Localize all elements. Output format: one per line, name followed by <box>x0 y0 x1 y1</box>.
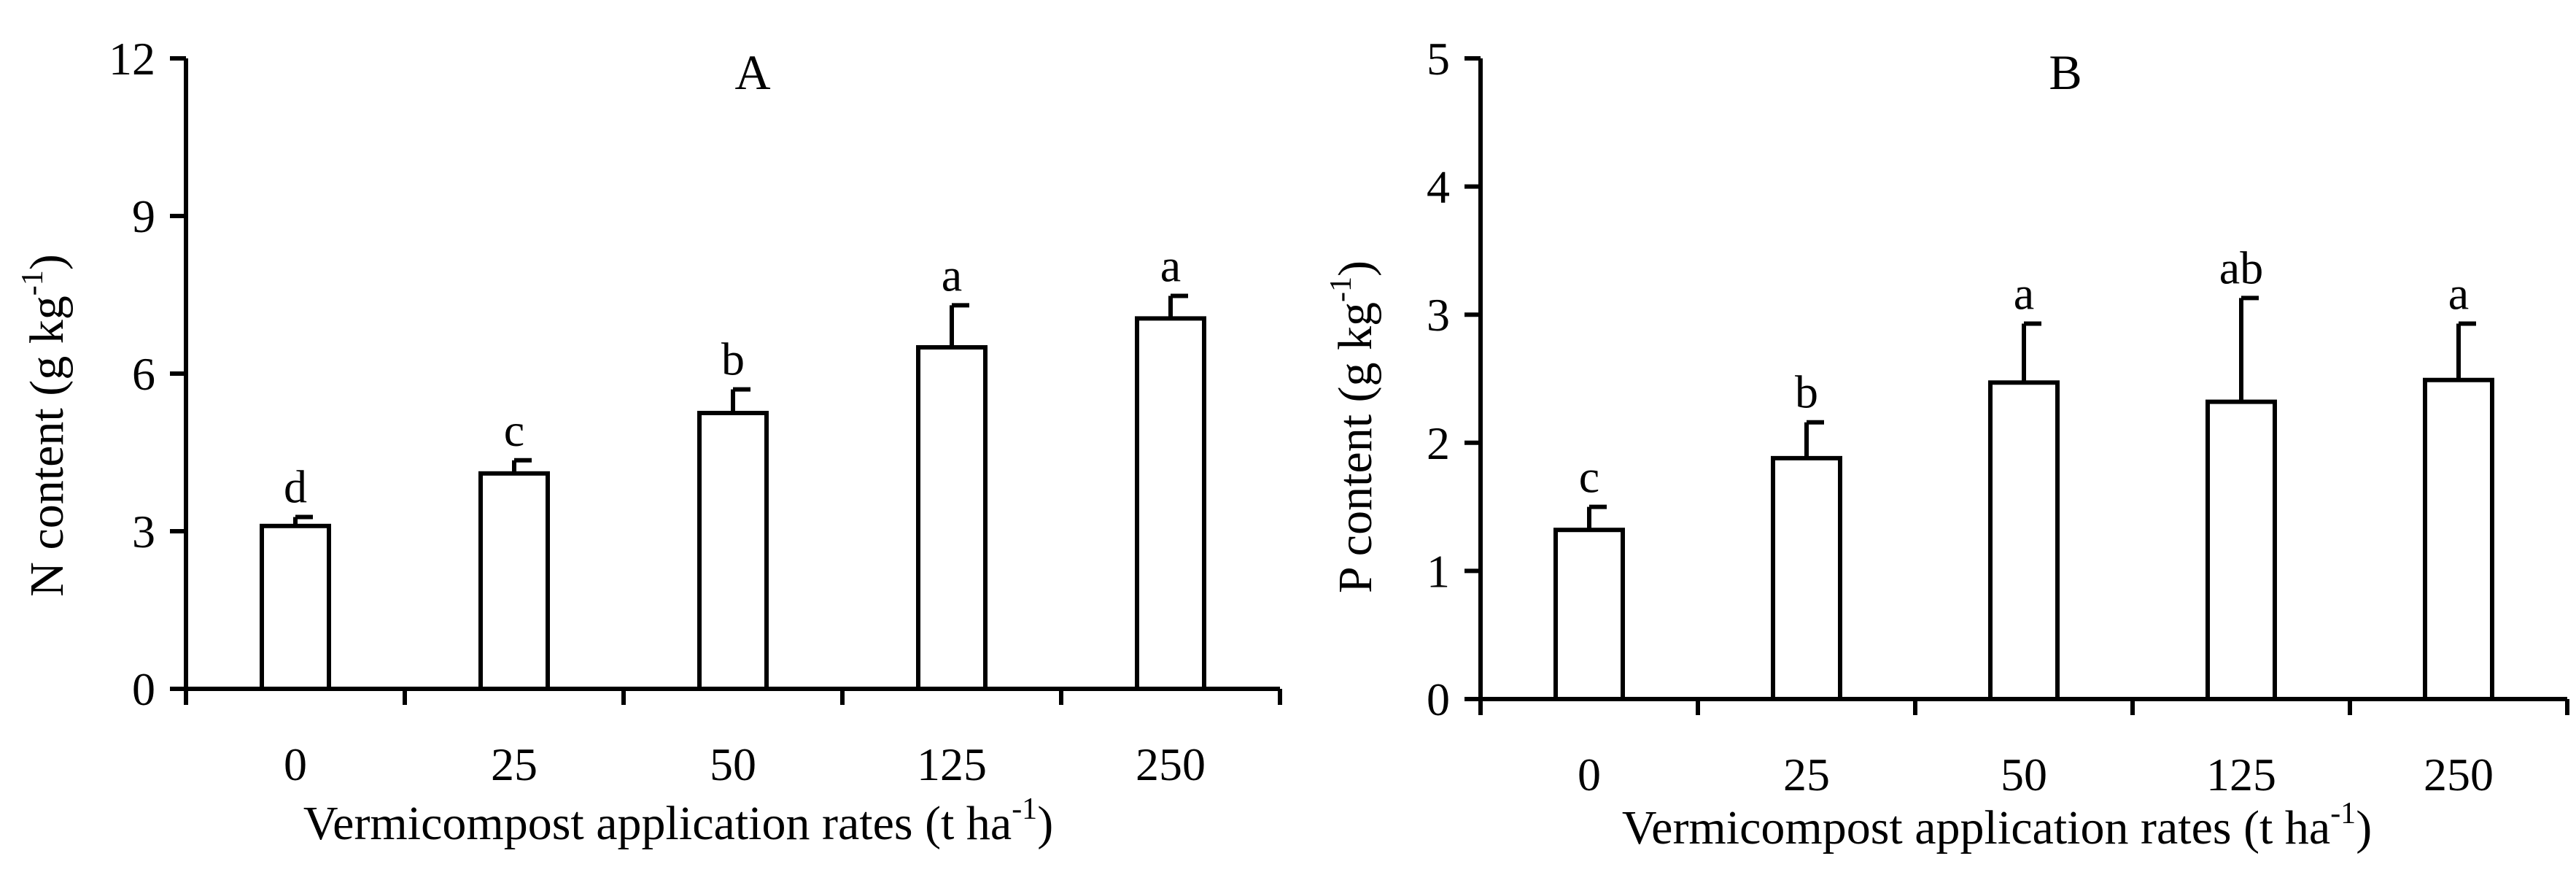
panel-b-y-tick-label: 2 <box>1427 417 1450 469</box>
panel-b-x-tick-label: 125 <box>2206 749 2276 800</box>
panel-b-x-tick-label: 250 <box>2424 749 2494 800</box>
panel-a-y-axis-title-main: N content (g kg <box>20 296 74 596</box>
panel-b-x-axis-title-end: ) <box>2356 801 2372 854</box>
panel-b-x-axis-title: Vermicompost application rates (t ha-1) <box>1622 797 2372 854</box>
panel-b-x-tick-label: 0 <box>1578 749 1601 800</box>
panel-a-title: A <box>734 45 770 100</box>
panel-b-y-tick-label: 1 <box>1427 545 1450 597</box>
panel-a-bar <box>260 523 331 691</box>
panel-b-significance-label: a <box>2448 267 2469 319</box>
panel-b-y-axis-title-main: P content (g kg <box>1329 302 1382 593</box>
panel-b-x-axis-title-sup: -1 <box>2330 797 2356 830</box>
panel-a-x-axis-title-end: ) <box>1037 797 1053 850</box>
panel-a-x-tick-label: 25 <box>491 738 538 790</box>
panel-a-x-tick-label: 0 <box>284 738 307 790</box>
panel-b-y-axis-title: P content (g kg-1) <box>1324 261 1382 593</box>
panel-a-bar <box>478 471 550 691</box>
panel-a-significance-label: a <box>942 249 962 301</box>
panel-b-y-tick-label: 4 <box>1427 161 1450 213</box>
panel-a-significance-label: d <box>284 461 307 513</box>
panel-a-chart: 0 3 6 9 12 d 0 c 25 b 50 a 125 a 250 A Vermicompost ap… <box>16 33 1282 850</box>
panel-b-x-axis-title-main: Vermicompost application rates (t ha <box>1622 801 2330 854</box>
panel-b-bar <box>1553 528 1625 702</box>
panel-b-y-axis-title-end: ) <box>1329 261 1382 277</box>
panel-a-y-axis-title: N content (g kg-1) <box>16 254 74 596</box>
panel-b-y-tick-label: 3 <box>1427 289 1450 341</box>
panel-b-x-tick-label: 50 <box>2001 749 2047 800</box>
panel-a-bar <box>697 411 769 691</box>
panel-b-significance-label: c <box>1579 451 1599 503</box>
panel-a-x-tick-label: 125 <box>917 738 987 790</box>
panel-b-bar <box>2205 399 2277 701</box>
panel-b-significance-label: b <box>1795 366 1818 418</box>
panel-a-x-axis-title-sup: -1 <box>1012 792 1037 826</box>
panel-a-x-tick-label: 250 <box>1136 738 1206 790</box>
panel-b-significance-label: a <box>2014 267 2034 319</box>
panel-a-bar <box>916 345 988 691</box>
panel-a-marks: 0 3 6 9 12 d 0 c 25 b 50 a 125 a 250 <box>109 33 1282 790</box>
panel-b-significance-label: ab <box>2219 242 2263 293</box>
panel-a-x-tick-label: 50 <box>710 738 756 790</box>
panel-a-y-tick-label: 9 <box>132 190 155 242</box>
panel-a-significance-label: b <box>721 333 745 385</box>
panel-a-significance-label: a <box>1160 239 1181 291</box>
panel-a-y-axis-title-end: ) <box>20 254 74 270</box>
panel-b-bar <box>2423 377 2494 701</box>
panel-a-y-tick-label: 0 <box>132 663 155 715</box>
panel-b-marks: 0 1 2 3 4 5 c 0 b 25 a 50 ab 125 a 250 <box>1427 33 2569 800</box>
panel-a-y-tick-label: 3 <box>132 506 155 557</box>
panel-a-y-tick-label: 12 <box>109 33 155 85</box>
panel-b-title: B <box>2049 45 2082 100</box>
panel-a-significance-label: c <box>504 404 524 456</box>
panel-a-y-tick-label: 6 <box>132 348 155 400</box>
panel-b-chart: 0 1 2 3 4 5 c 0 b 25 a 50 ab 125 a 250 B Vermicompost a… <box>1324 33 2569 854</box>
panel-a-x-axis-title-main: Vermicompost application rates (t ha <box>303 797 1012 850</box>
panel-a-x-axis-title: Vermicompost application rates (t ha-1) <box>303 792 1053 850</box>
panel-b-y-tick-label: 5 <box>1427 33 1450 85</box>
panel-b-y-tick-label: 0 <box>1427 674 1450 725</box>
panel-b-bar <box>1988 380 2060 701</box>
panel-a-y-axis-title-sup: -1 <box>16 270 50 296</box>
panel-a-bar <box>1135 316 1206 691</box>
panel-b-x-tick-label: 25 <box>1783 749 1830 800</box>
panel-b-bar <box>1771 455 1842 701</box>
panel-b-y-axis-title-sup: -1 <box>1324 277 1358 302</box>
